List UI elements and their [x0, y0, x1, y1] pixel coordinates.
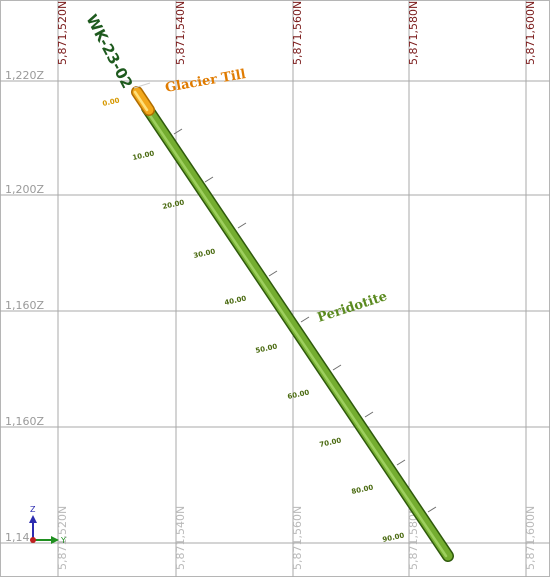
- z-axis-arrowhead: [29, 515, 37, 523]
- depth-tick: [427, 506, 437, 513]
- depth-tick: [364, 411, 374, 418]
- depth-tick: [332, 364, 342, 371]
- depth-label: 0.00: [102, 97, 121, 108]
- northing-labels-top: 5,871,520N 5,871,540N 5,871,560N 5,871,5…: [56, 1, 537, 65]
- elevation-label: 1,220Z: [5, 69, 44, 82]
- elevation-label: 1,160Z: [5, 299, 44, 312]
- collar-leader: [133, 82, 151, 89]
- northing-labels-bottom: 5,871,520N 5,871,540N 5,871,560N 5,871,5…: [56, 506, 537, 570]
- z-axis-label: Z: [30, 505, 36, 514]
- elevation-label: 1,160Z: [5, 415, 44, 428]
- northing-label-bottom: 5,871,520N: [56, 506, 69, 570]
- northing-label-bottom: 5,871,580N: [407, 506, 420, 570]
- drillhole-till-highlight: [133, 90, 149, 112]
- elevation-gridlines: [0, 80, 550, 544]
- elevation-label: 1,14: [5, 531, 30, 544]
- elevation-labels: 1,220Z 1,200Z 1,160Z 1,160Z 1,14: [5, 69, 44, 544]
- drillhole-peridotite-highlight: [143, 106, 448, 558]
- depth-tick: [300, 316, 310, 323]
- northing-label-top: 5,871,540N: [174, 1, 187, 65]
- depth-tick: [237, 222, 247, 229]
- northing-label-top: 5,871,580N: [407, 1, 420, 65]
- northing-label-top: 5,871,560N: [291, 1, 304, 65]
- axis-indicator: Z Y: [29, 505, 66, 545]
- y-axis-arrowhead: [51, 536, 59, 544]
- elevation-label: 1,200Z: [5, 183, 44, 196]
- depth-tick: [268, 270, 278, 277]
- depth-ticks: [173, 128, 437, 513]
- y-axis-label: Y: [60, 536, 66, 545]
- drillhole-till-body: [132, 87, 154, 115]
- drillhole-peridotite-body: [142, 103, 453, 561]
- depth-tick: [173, 128, 183, 135]
- northing-label-bottom: 5,871,600N: [524, 506, 537, 570]
- northing-gridlines: [57, 0, 527, 577]
- northing-label-bottom: 5,871,560N: [291, 506, 304, 570]
- northing-label-top: 5,871,600N: [524, 1, 537, 65]
- northing-label-top: 5,871,520N: [56, 1, 69, 65]
- northing-label-bottom: 5,871,540N: [174, 506, 187, 570]
- drillhole-trace: [131, 82, 454, 562]
- depth-tick: [204, 176, 214, 183]
- depth-tick: [396, 459, 406, 466]
- axis-origin-icon: [30, 537, 36, 543]
